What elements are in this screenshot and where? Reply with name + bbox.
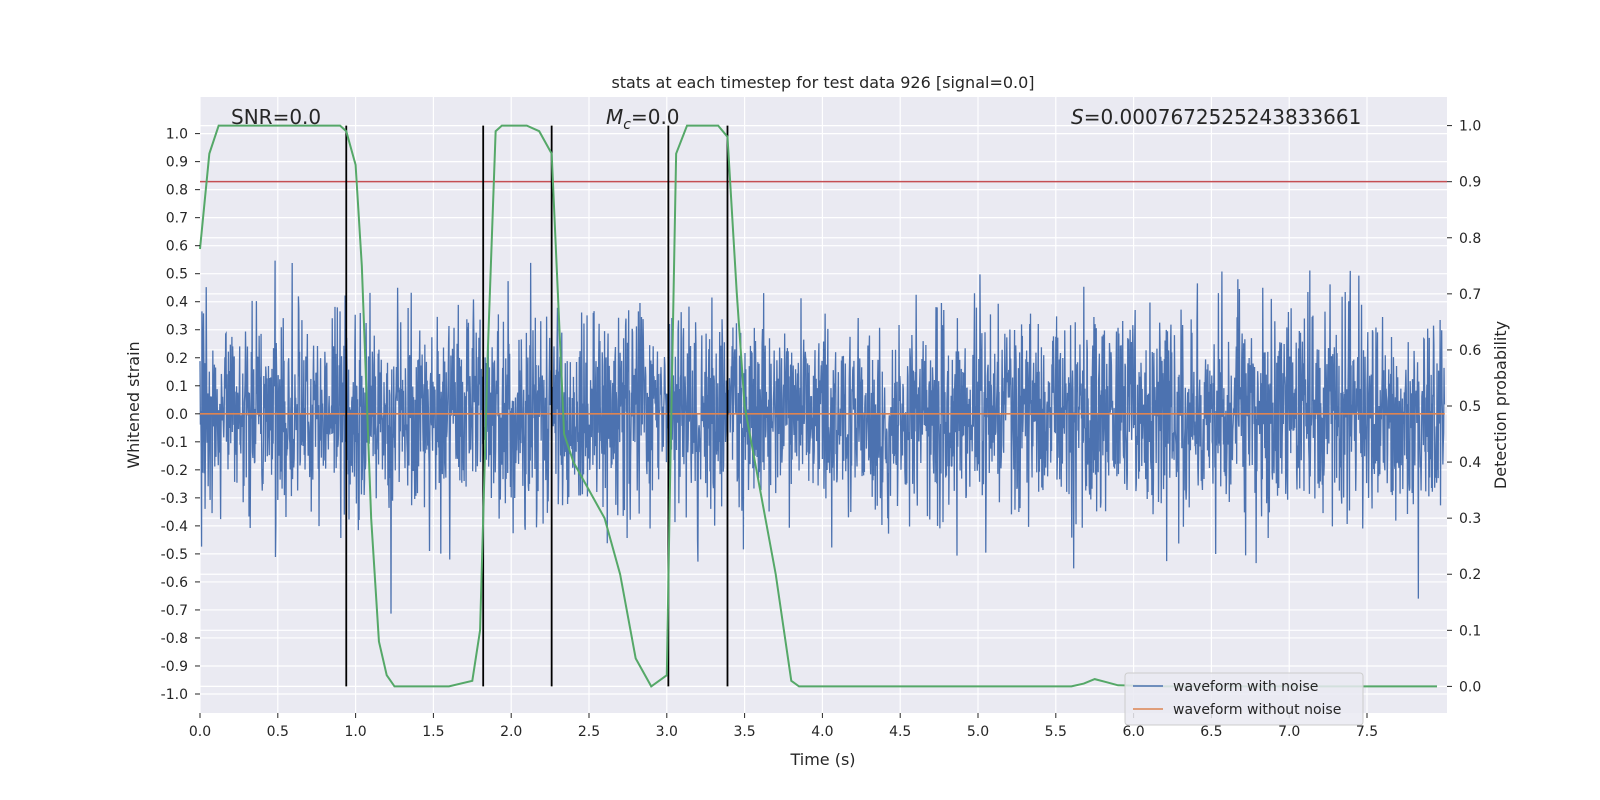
x-tick-label: 0.0 — [189, 724, 211, 740]
x-tick-label: 6.5 — [1200, 724, 1222, 740]
y-left-tick-label: 0.0 — [166, 407, 188, 423]
chart-title: stats at each timestep for test data 926… — [611, 73, 1034, 92]
y-right-tick-label: 0.6 — [1459, 343, 1481, 359]
y-left-tick-label: 0.1 — [166, 379, 188, 395]
y-left-tick-label: -0.4 — [161, 519, 188, 535]
legend-label-clean: waveform without noise — [1173, 702, 1341, 718]
x-tick-label: 7.0 — [1278, 724, 1300, 740]
y-axis-left-label: Whitened strain — [124, 341, 143, 468]
y-axis-right-ticks: 1.0 0.9 0.8 0.7 0.6 0.5 0.4 0.3 0.2 0.1 0.0 — [1447, 119, 1481, 695]
s-label: S — [1071, 105, 1084, 129]
x-tick-label: 4.5 — [889, 724, 911, 740]
mc-value: =0.0 — [631, 105, 680, 129]
y-left-tick-label: -0.9 — [161, 659, 188, 675]
snr-value: =0.0 — [273, 105, 322, 129]
series-detection-probability — [199, 124, 1438, 688]
x-tick-label: 3.0 — [656, 724, 678, 740]
mc-annotation: Mc=0.0 — [606, 105, 680, 133]
s-annotation: S=0.0007672525243833661 — [1071, 105, 1361, 129]
noise-waveform-path — [199, 260, 1446, 614]
y-right-tick-label: 0.2 — [1459, 567, 1481, 583]
legend: waveform with noise waveform without noi… — [1124, 672, 1364, 726]
y-left-tick-label: -0.3 — [161, 491, 188, 507]
y-left-tick-label: -0.2 — [161, 463, 188, 479]
snr-annotation: SNR=0.0 — [231, 105, 321, 129]
legend-label-noise: waveform with noise — [1173, 679, 1318, 695]
y-left-tick-label: -1.0 — [161, 687, 188, 703]
x-tick-label: 3.5 — [733, 724, 755, 740]
s-value: =0.0007672525243833661 — [1084, 105, 1362, 129]
x-tick-label: 4.0 — [811, 724, 833, 740]
y-axis-right-label: Detection probability — [1491, 321, 1510, 489]
probability-path — [199, 124, 1438, 688]
y-right-tick-label: 0.1 — [1459, 623, 1481, 639]
y-right-tick-label: 0.5 — [1459, 399, 1481, 415]
y-left-tick-label: -0.5 — [161, 547, 188, 563]
y-right-tick-label: 0.4 — [1459, 455, 1481, 471]
y-left-tick-label: 0.4 — [166, 295, 188, 311]
x-tick-label: 6.0 — [1122, 724, 1144, 740]
x-axis-label: Time (s) — [789, 750, 855, 769]
y-left-tick-label: 0.3 — [166, 323, 188, 339]
y-right-tick-label: 0.3 — [1459, 511, 1481, 527]
y-left-tick-label: -0.6 — [161, 575, 188, 591]
y-left-tick-label: -0.1 — [161, 435, 188, 451]
x-tick-label: 7.5 — [1356, 724, 1378, 740]
y-left-tick-label: 0.8 — [166, 183, 188, 199]
legend-box — [1124, 672, 1364, 726]
series-waveform-with-noise — [199, 260, 1446, 614]
y-right-tick-label: 0.7 — [1459, 287, 1481, 303]
y-right-tick-label: 0.9 — [1459, 175, 1481, 191]
x-tick-label: 1.0 — [344, 724, 366, 740]
x-tick-label: 5.5 — [1045, 724, 1067, 740]
y-left-tick-label: 0.5 — [166, 267, 188, 283]
x-tick-label: 1.5 — [422, 724, 444, 740]
snr-label: SNR — [231, 105, 273, 129]
event-markers — [345, 125, 729, 687]
x-tick-label: 2.5 — [578, 724, 600, 740]
mc-subscript: c — [623, 117, 631, 133]
mc-label: M — [606, 105, 623, 129]
y-left-tick-label: 0.2 — [166, 351, 188, 367]
y-axis-left-ticks: 1.0 0.9 0.8 0.7 0.6 0.5 0.4 0.3 0.2 0.1 0.0 -0.1 -0.… — [161, 127, 200, 703]
y-left-tick-label: -0.7 — [161, 603, 188, 619]
y-left-tick-label: -0.8 — [161, 631, 188, 647]
y-right-tick-label: 1.0 — [1459, 119, 1481, 135]
y-right-tick-label: 0.0 — [1459, 679, 1481, 695]
x-tick-label: 2.0 — [500, 724, 522, 740]
y-left-tick-label: 0.9 — [166, 155, 188, 171]
y-left-tick-label: 1.0 — [166, 127, 188, 143]
y-right-tick-label: 0.8 — [1459, 231, 1481, 247]
x-tick-label: 0.5 — [267, 724, 289, 740]
y-left-tick-label: 0.6 — [166, 239, 188, 255]
x-axis-ticks: 0.0 0.5 1.0 1.5 2.0 2.5 3.0 3.5 4.0 4.5 5.0 5.5 6.0 6… — [189, 713, 1378, 740]
x-tick-label: 5.0 — [967, 724, 989, 740]
y-left-tick-label: 0.7 — [166, 211, 188, 227]
